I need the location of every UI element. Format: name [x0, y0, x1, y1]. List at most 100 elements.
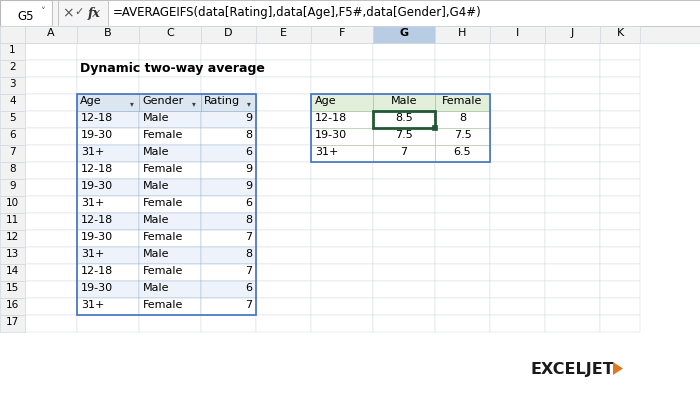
Bar: [490, 43, 545, 60]
Text: Male: Male: [143, 181, 169, 191]
Bar: [77, 26, 139, 43]
Bar: [435, 128, 490, 145]
Text: ×: ×: [62, 6, 74, 20]
Bar: [25, 247, 77, 264]
Text: 31+: 31+: [315, 147, 338, 157]
Bar: [490, 145, 545, 162]
Bar: [139, 230, 201, 247]
Bar: [256, 247, 311, 264]
Bar: [311, 230, 373, 247]
Bar: [373, 26, 435, 43]
Bar: [490, 298, 545, 315]
Text: 6: 6: [245, 147, 252, 157]
Bar: [373, 179, 435, 196]
Bar: [139, 26, 201, 43]
Bar: [256, 213, 311, 230]
Bar: [435, 264, 490, 281]
Bar: [201, 94, 256, 111]
Bar: [311, 111, 373, 128]
Bar: [311, 281, 373, 298]
Bar: [25, 196, 77, 213]
Bar: [490, 281, 545, 298]
Bar: [545, 111, 600, 128]
Bar: [201, 213, 256, 230]
Bar: [77, 162, 139, 179]
Text: ▾: ▾: [247, 99, 251, 108]
Bar: [139, 162, 201, 179]
Bar: [311, 94, 490, 162]
Text: 7.5: 7.5: [395, 130, 413, 140]
Bar: [201, 162, 256, 179]
Bar: [0, 0, 700, 26]
Polygon shape: [613, 362, 623, 375]
Bar: [77, 213, 139, 230]
Bar: [77, 111, 139, 128]
Text: 7: 7: [245, 232, 252, 242]
Bar: [256, 179, 311, 196]
Text: ˅: ˅: [40, 7, 45, 17]
Bar: [0, 60, 25, 77]
Bar: [139, 111, 201, 128]
Bar: [201, 315, 256, 332]
Bar: [25, 162, 77, 179]
Text: 9: 9: [245, 181, 252, 191]
Bar: [201, 264, 256, 281]
Text: ✓: ✓: [74, 7, 83, 17]
Bar: [490, 315, 545, 332]
Bar: [256, 94, 311, 111]
Bar: [311, 26, 373, 43]
Bar: [435, 281, 490, 298]
Bar: [373, 230, 435, 247]
Text: Female: Female: [143, 232, 183, 242]
Bar: [0, 281, 25, 298]
Bar: [373, 43, 435, 60]
Bar: [25, 298, 77, 315]
Bar: [25, 77, 77, 94]
Text: 12-18: 12-18: [81, 266, 113, 276]
Bar: [311, 247, 373, 264]
Bar: [77, 43, 139, 60]
Text: A: A: [47, 28, 55, 38]
Bar: [77, 94, 139, 111]
Bar: [0, 315, 25, 332]
Bar: [373, 111, 435, 128]
Bar: [373, 196, 435, 213]
Bar: [600, 77, 640, 94]
Bar: [435, 128, 490, 145]
Bar: [201, 264, 256, 281]
Text: Age: Age: [80, 96, 101, 106]
Bar: [139, 162, 201, 179]
Bar: [201, 128, 256, 145]
Bar: [139, 247, 201, 264]
Bar: [77, 230, 139, 247]
Bar: [0, 111, 25, 128]
Bar: [600, 128, 640, 145]
Bar: [373, 94, 435, 111]
Bar: [545, 196, 600, 213]
Bar: [77, 145, 139, 162]
Bar: [490, 179, 545, 196]
Text: 2: 2: [9, 62, 16, 72]
Bar: [139, 43, 201, 60]
Bar: [52, 0, 58, 26]
Text: E: E: [280, 28, 287, 38]
Bar: [0, 26, 700, 43]
Bar: [311, 298, 373, 315]
Bar: [435, 298, 490, 315]
Text: 12-18: 12-18: [81, 164, 113, 174]
Bar: [545, 26, 600, 43]
Bar: [77, 281, 139, 298]
Bar: [545, 162, 600, 179]
Bar: [25, 111, 77, 128]
Bar: [435, 179, 490, 196]
Bar: [139, 128, 201, 145]
Bar: [373, 111, 435, 128]
Bar: [0, 213, 25, 230]
Bar: [600, 196, 640, 213]
Bar: [545, 298, 600, 315]
Text: 8: 8: [245, 215, 252, 225]
Bar: [77, 145, 139, 162]
Bar: [0, 145, 25, 162]
Text: 6.5: 6.5: [454, 147, 471, 157]
Bar: [545, 94, 600, 111]
